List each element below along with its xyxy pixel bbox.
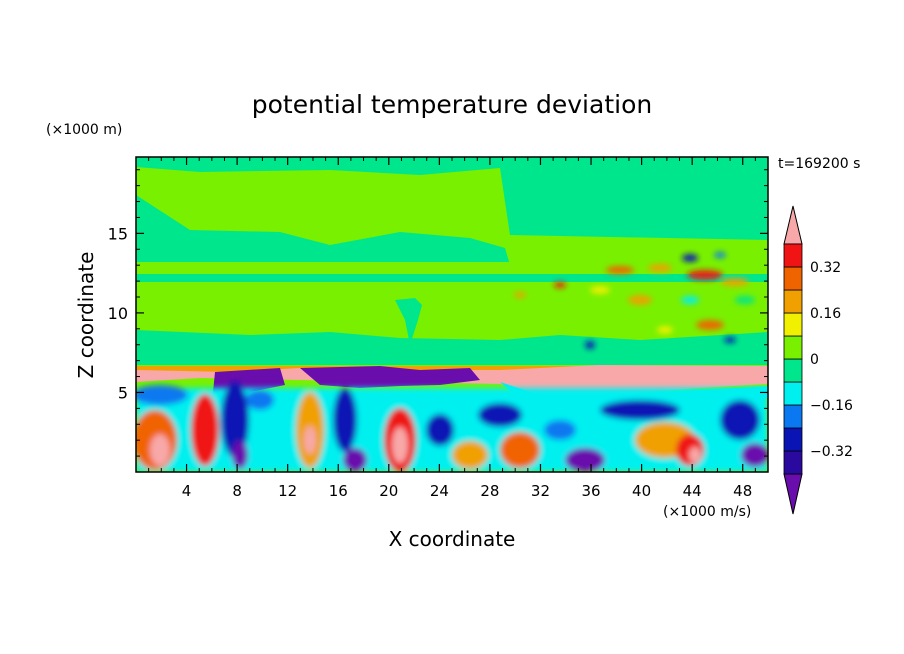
colorbar-tick-label: 0 [810, 352, 819, 368]
x-axis-label: X coordinate [389, 527, 516, 551]
x-tick-label: 44 [683, 482, 702, 500]
x-tick-label: 24 [430, 482, 449, 500]
colorbar-segment [783, 335, 803, 360]
x-unit-label: (×1000 m/s) [663, 504, 751, 520]
colorbar-tick-label: −0.32 [810, 444, 853, 460]
colorbar-segment [783, 289, 803, 314]
x-tick-label: 16 [329, 482, 348, 500]
x-tick-label: 12 [278, 482, 297, 500]
x-tick-label: 48 [733, 482, 752, 500]
colorbar: 0.32 0.16 0 −0.16 −0.32 [783, 205, 853, 515]
colorbar-tick-label: 0.32 [810, 260, 841, 276]
colorbar-segment [783, 312, 803, 337]
x-tick-label: 32 [531, 482, 550, 500]
x-tick-label: 4 [182, 482, 192, 500]
x-tick-label: 36 [581, 482, 600, 500]
y-tick-label: 10 [108, 304, 128, 323]
y-axis-label: Z coordinate [74, 252, 98, 379]
colorbar-segment [783, 381, 803, 406]
y-unit-label: (×1000 m) [46, 122, 122, 138]
speckle-region [514, 252, 755, 349]
x-tick-label: 40 [632, 482, 651, 500]
colorbar-segment [783, 450, 803, 475]
colorbar-top-arrow [783, 205, 803, 245]
colorbar-bottom-arrow [783, 473, 803, 515]
contour-field [136, 157, 768, 472]
y-tick-label: 15 [108, 224, 128, 243]
y-tick-label: 5 [118, 383, 128, 402]
colorbar-tick-label: −0.16 [810, 398, 853, 414]
y-axis-ticks: 5 10 15 [108, 169, 768, 457]
time-label: t=169200 s [778, 156, 860, 172]
chart-title: potential temperature deviation [252, 90, 652, 119]
colorbar-segment [783, 358, 803, 383]
colorbar-tick-label: 0.16 [810, 306, 841, 322]
upper-layers [136, 157, 768, 365]
colorbar-segment [783, 404, 803, 429]
x-tick-label: 8 [232, 482, 242, 500]
x-tick-label: 20 [379, 482, 398, 500]
lower-field [136, 382, 768, 472]
x-tick-label: 28 [480, 482, 499, 500]
x-axis-ticks: 4 8 12 16 20 24 28 32 36 40 44 48 [148, 157, 756, 500]
colorbar-segment [783, 243, 803, 268]
colorbar-segment [783, 266, 803, 291]
colorbar-segment [783, 427, 803, 452]
